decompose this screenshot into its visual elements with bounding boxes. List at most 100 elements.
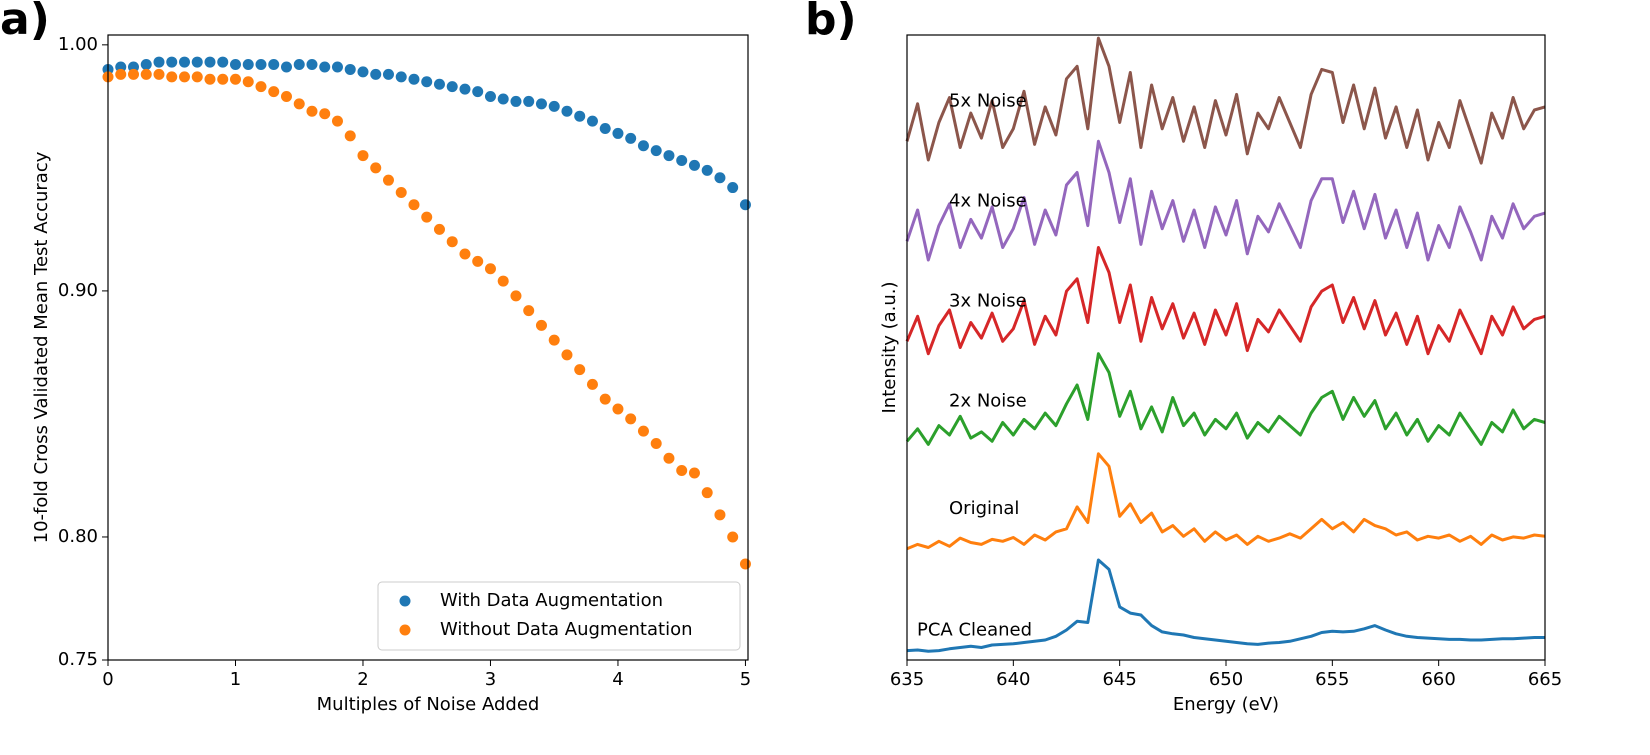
data-point [701, 164, 713, 176]
data-point [574, 110, 586, 122]
data-point [242, 76, 254, 88]
data-point [191, 56, 203, 68]
data-point [255, 59, 267, 71]
data-point [408, 199, 420, 211]
data-point [268, 86, 280, 98]
y-axis-label: 10-fold Cross Validated Mean Test Accura… [31, 151, 52, 543]
data-point [599, 123, 611, 135]
data-point [242, 59, 254, 71]
data-point [178, 71, 190, 83]
data-point [331, 61, 343, 73]
data-point [586, 115, 598, 127]
data-point [446, 81, 458, 93]
x-tick-label: 650 [1209, 669, 1243, 690]
data-point [535, 319, 547, 331]
data-point [472, 86, 484, 98]
data-point [472, 255, 484, 267]
data-point [178, 56, 190, 68]
data-point [140, 59, 152, 71]
data-point [739, 558, 751, 570]
x-tick-label: 1 [230, 669, 241, 690]
x-tick-label: 0 [102, 669, 113, 690]
data-point [612, 403, 624, 415]
data-point [561, 349, 573, 361]
y-tick-label: 0.75 [58, 649, 98, 670]
data-point [727, 531, 739, 543]
data-point [370, 162, 382, 174]
data-point [217, 56, 229, 68]
data-point [714, 509, 726, 521]
data-point [637, 140, 649, 152]
data-point [663, 452, 675, 464]
series-label: 4x Noise [949, 190, 1027, 211]
plot-frame [107, 34, 749, 661]
data-point [599, 393, 611, 405]
data-point [280, 61, 292, 73]
data-point [140, 68, 152, 80]
legend-marker [399, 624, 411, 636]
data-point [319, 108, 331, 120]
data-point [484, 91, 496, 103]
x-tick-label: 2 [357, 669, 368, 690]
data-point [344, 63, 356, 75]
data-point [650, 145, 662, 157]
data-point [382, 68, 394, 80]
panel-label: a) [0, 0, 50, 45]
data-point [331, 115, 343, 127]
data-point [280, 91, 292, 103]
data-point [268, 59, 280, 71]
data-point [229, 59, 241, 71]
data-point [523, 305, 535, 317]
data-point [637, 425, 649, 437]
y-tick-label: 0.80 [58, 526, 98, 547]
series-label: 3x Noise [949, 290, 1027, 311]
data-point [676, 465, 688, 477]
y-axis-label: Intensity (a.u.) [879, 282, 900, 414]
data-point [293, 98, 305, 110]
spectrum-line [905, 36, 1546, 165]
data-point [727, 182, 739, 194]
data-point [714, 172, 726, 184]
data-point [586, 378, 598, 390]
data-point [229, 73, 241, 85]
x-tick-label: 640 [996, 669, 1030, 690]
data-point [306, 59, 318, 71]
series-label: 2x Noise [949, 390, 1027, 411]
data-point [319, 61, 331, 73]
x-tick-label: 635 [890, 669, 924, 690]
y-tick-label: 1.00 [58, 34, 98, 55]
data-point [688, 159, 700, 171]
data-point [433, 78, 445, 90]
spectrum-line [905, 246, 1546, 356]
data-point [574, 364, 586, 376]
data-point [510, 290, 522, 302]
data-point [357, 66, 369, 78]
spectrum-line [906, 452, 1546, 551]
data-point [612, 127, 624, 139]
spectrum-line [905, 352, 1546, 446]
data-point [166, 56, 178, 68]
data-point [421, 76, 433, 88]
data-point [625, 413, 637, 425]
data-point [115, 68, 127, 80]
data-point [548, 334, 560, 346]
legend-label: With Data Augmentation [440, 590, 663, 611]
data-point [127, 68, 139, 80]
data-point [204, 73, 216, 85]
data-point [459, 83, 471, 95]
data-point [306, 105, 318, 117]
data-point [395, 71, 407, 83]
data-point [217, 73, 229, 85]
x-tick-label: 645 [1102, 669, 1136, 690]
data-point [625, 132, 637, 144]
data-point [395, 186, 407, 198]
data-point [293, 59, 305, 71]
data-point [382, 174, 394, 186]
data-point [739, 199, 751, 211]
plot-frame [906, 34, 1546, 661]
data-point [357, 150, 369, 162]
data-point [204, 56, 216, 68]
data-point [650, 437, 662, 449]
spectrum-line [905, 139, 1546, 262]
